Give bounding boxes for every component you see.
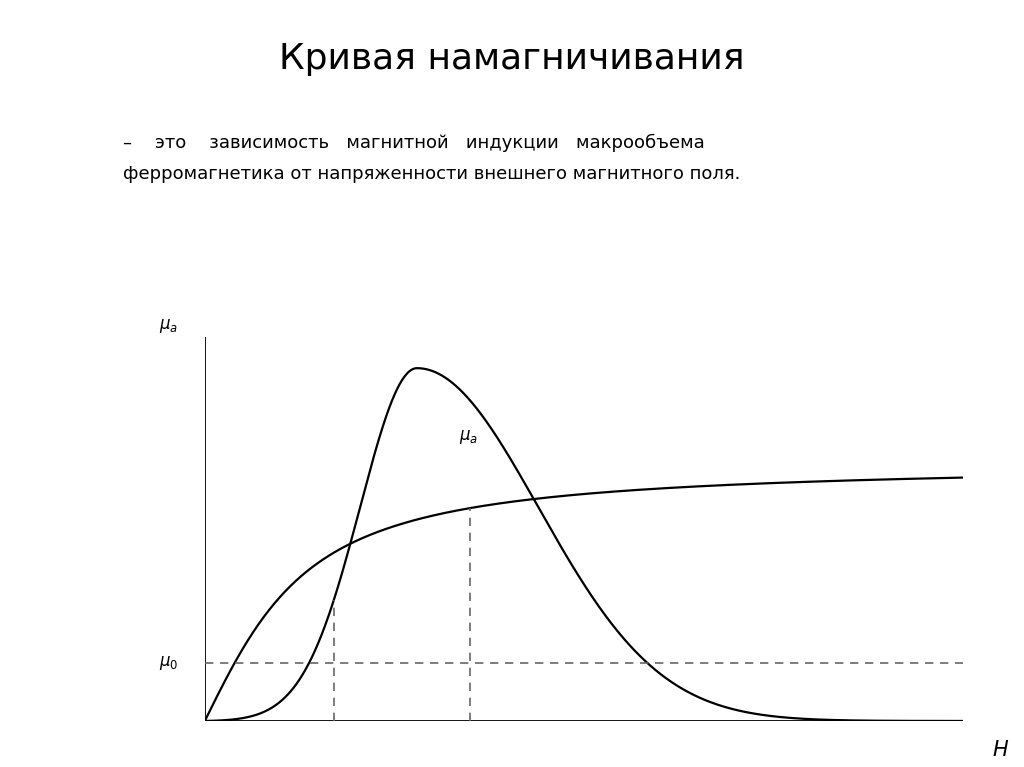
Text: Кривая намагничивания: Кривая намагничивания bbox=[280, 42, 744, 76]
Text: –    это    зависимость   магнитной   индукции   макрообъема: – это зависимость магнитной индукции мак… bbox=[123, 134, 705, 153]
Text: ферромагнетика от напряженности внешнего магнитного поля.: ферромагнетика от напряженности внешнего… bbox=[123, 165, 740, 183]
Text: $\mu_a$: $\mu_a$ bbox=[159, 317, 178, 335]
Text: H: H bbox=[992, 740, 1009, 760]
Text: $\mu_0$: $\mu_0$ bbox=[159, 654, 178, 673]
Text: $\mu_a$: $\mu_a$ bbox=[459, 428, 478, 446]
